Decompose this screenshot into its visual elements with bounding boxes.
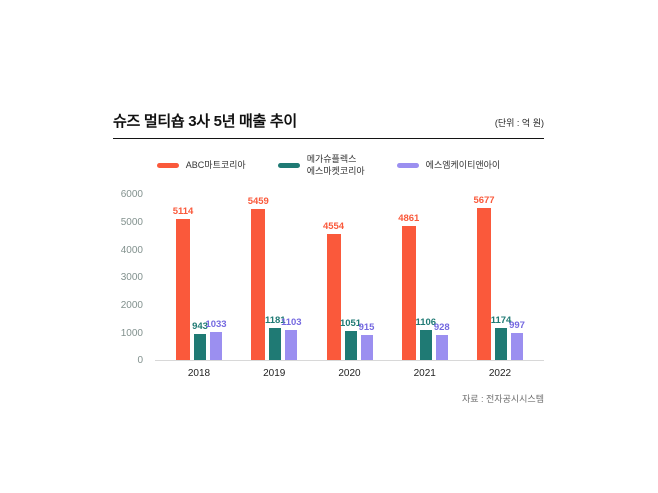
bar-column: 943 (192, 195, 208, 361)
bar-value-label: 5459 (247, 196, 269, 208)
bar (344, 331, 357, 361)
bar-column: 1051 (339, 195, 362, 361)
legend: ABC마트코리아 메가슈플렉스 에스마켓코리아 에스엠케이티앤아이 (113, 154, 544, 177)
plot-wrap: 0 1000 2000 3000 4000 5000 6000 5114 943 1033 545… (121, 189, 544, 379)
plot-area: 0 1000 2000 3000 4000 5000 6000 5114 943 1033 545… (121, 189, 544, 366)
bar (176, 218, 190, 361)
bar (511, 332, 523, 361)
legend-swatch (396, 163, 419, 169)
bar (477, 208, 491, 361)
bar (285, 329, 298, 361)
bar (419, 329, 432, 361)
bar-value-label: 1106 (415, 316, 437, 328)
legend-label: 메가슈플렉스 에스마켓코리아 (306, 154, 365, 176)
bar (269, 327, 282, 361)
bar-value-label: 997 (509, 319, 525, 331)
bar-value-label: 1051 (339, 318, 362, 330)
bar-column: 997 (509, 195, 525, 361)
bar-value-label: 4861 (398, 212, 420, 224)
bar-group-2021: 4861 1106 928 (398, 195, 450, 361)
bar-column: 1106 (415, 195, 437, 361)
bar-group-2018: 5114 943 1033 (172, 195, 227, 361)
x-axis-label: 2022 (488, 368, 512, 380)
bar-column: 1174 (490, 195, 512, 361)
bar-value-label: 1103 (280, 316, 302, 328)
y-axis: 0 1000 2000 3000 4000 5000 6000 (113, 189, 147, 366)
bar-column: 1103 (280, 195, 302, 361)
bar-column: 5459 (247, 195, 269, 361)
y-tick-label: 3000 (120, 272, 143, 284)
y-tick-label: 6000 (120, 189, 143, 201)
bar-group-2019: 5459 1181 1103 (247, 195, 302, 361)
chart-header: 슈즈 멀티숍 3사 5년 매출 추이 (단위 : 억 원) (113, 110, 544, 131)
legend-label: ABC마트코리아 (185, 159, 246, 170)
x-axis-label: 2018 (187, 368, 211, 380)
bar (210, 331, 222, 361)
bar-value-label: 1033 (205, 318, 227, 330)
bar-value-label: 1174 (490, 314, 512, 326)
bar (194, 334, 206, 361)
plot-bars: 5114 943 1033 5459 1181 1103 4554 1051 915 4861 11… (155, 195, 544, 361)
bar-value-label: 928 (433, 321, 450, 333)
legend-item-0: ABC마트코리아 (156, 159, 246, 172)
legend-label: 에스엠케이티앤아이 (425, 159, 501, 170)
y-tick-label: 2000 (120, 300, 143, 312)
legend-swatch (277, 163, 300, 169)
chart-unit-label: (단위 : 억 원) (494, 118, 544, 128)
bar-column: 4861 (398, 195, 420, 361)
bar-column: 4554 (322, 195, 345, 361)
bar (360, 335, 373, 361)
legend-item-1: 메가슈플렉스 에스마켓코리아 (277, 154, 365, 177)
bar-value-label: 915 (358, 322, 375, 334)
legend-item-2: 에스엠케이티앤아이 (396, 159, 501, 172)
chart-source: 자료 : 전자공시시스템 (461, 394, 544, 405)
chart-container: 슈즈 멀티숍 3사 5년 매출 추이 (단위 : 억 원) ABC마트코리아 메가… (113, 110, 544, 405)
bar-group-2020: 4554 1051 915 (322, 195, 375, 361)
bar-column: 1181 (264, 195, 286, 361)
bar-column: 5677 (473, 195, 495, 361)
bar-column: 5114 (172, 195, 194, 361)
bar-group-2022: 5677 1174 997 (473, 195, 525, 361)
y-tick-label: 0 (137, 355, 143, 367)
y-tick-label: 1000 (120, 327, 143, 339)
bar-column: 1033 (205, 195, 227, 361)
legend-swatch (156, 163, 179, 169)
bar-value-label: 1181 (264, 314, 286, 326)
bar-column: 915 (358, 195, 375, 361)
y-tick-label: 5000 (120, 217, 143, 229)
x-axis-label: 2019 (263, 368, 286, 380)
bar (495, 327, 507, 361)
chart-title: 슈즈 멀티숍 3사 5년 매출 추이 (113, 113, 297, 130)
x-axis-label: 2020 (338, 368, 361, 380)
bar (435, 334, 448, 361)
bar (401, 225, 416, 361)
bar-value-label: 5677 (473, 195, 495, 207)
bar (251, 209, 266, 361)
bar-value-label: 943 (192, 321, 208, 333)
x-axis-label: 2021 (413, 368, 436, 380)
x-axis: 2018 2019 2020 2021 2022 (155, 368, 544, 379)
bar-value-label: 5114 (172, 205, 194, 217)
title-divider (113, 138, 544, 139)
bar-value-label: 4554 (322, 221, 345, 233)
bar-column: 928 (433, 195, 450, 361)
bar (326, 234, 341, 361)
y-tick-label: 4000 (120, 244, 143, 256)
